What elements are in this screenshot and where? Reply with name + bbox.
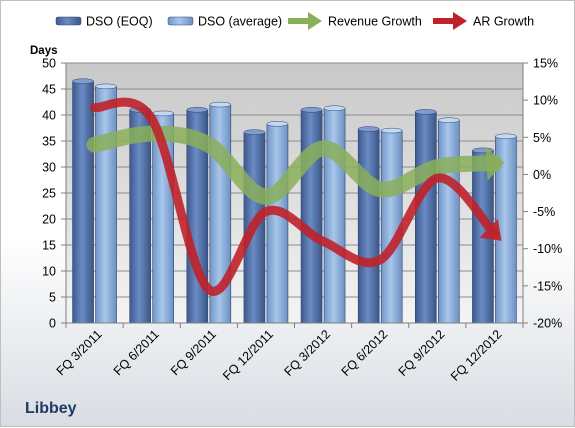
left-tick-label: 5 <box>49 291 56 305</box>
bar-top <box>495 133 517 140</box>
right-tick-label: 15% <box>533 57 558 71</box>
bar-top <box>438 117 460 123</box>
company-name: Libbey <box>25 400 77 417</box>
right-tick-label: -20% <box>533 317 562 331</box>
x-tick-label: FQ 9/2011 <box>168 327 219 378</box>
legend-label: AR Growth <box>473 15 534 29</box>
legend-label: Revenue Growth <box>328 15 422 29</box>
legend-arrow-icon <box>308 12 322 30</box>
bar-dso-eoq <box>357 128 380 324</box>
right-tick-label: 0% <box>533 168 551 182</box>
left-tick-label: 45 <box>42 83 56 97</box>
right-tick-label: -15% <box>533 279 562 293</box>
bar-top <box>186 107 209 113</box>
legend-swatch <box>55 16 82 26</box>
left-tick-label: 50 <box>42 57 56 71</box>
bar-top <box>209 101 232 108</box>
bar-top <box>152 110 174 117</box>
x-tick-label: FQ 6/2012 <box>339 327 391 379</box>
x-tick-label: FQ 12/2012 <box>448 327 505 384</box>
right-tick-label: 5% <box>533 131 551 145</box>
left-tick-label: 40 <box>42 109 56 123</box>
ar-growth-arrowhead <box>479 218 502 241</box>
ar-growth-line <box>90 97 499 296</box>
bar-dso-average <box>266 123 289 324</box>
legend-arrow-icon <box>453 12 467 30</box>
legend: DSO (EOQ) DSO (average) Revenue Growth AR G… <box>55 12 534 30</box>
bar-top <box>323 105 346 111</box>
revenue-growth-line <box>86 125 503 205</box>
left-tick-label: 10 <box>42 265 56 279</box>
bar-top <box>266 121 289 127</box>
x-tick-label: FQ 3/2012 <box>282 327 334 379</box>
bar-top <box>380 127 403 134</box>
y-axis-title: Days <box>30 45 58 57</box>
x-tick-label: FQ 9/2012 <box>396 327 448 379</box>
left-tick-label: 25 <box>42 187 56 201</box>
left-tick-label: 35 <box>42 135 56 149</box>
x-tick-label: FQ 3/2011 <box>54 327 105 378</box>
bar-top <box>300 107 323 113</box>
bar-dso-eoq <box>415 111 437 324</box>
bar-top <box>415 109 437 115</box>
x-tick-label: FQ 12/2011 <box>220 327 276 383</box>
left-tick-label: 30 <box>42 161 56 175</box>
right-tick-label: -10% <box>533 242 562 256</box>
bar-dso-average <box>95 86 117 324</box>
right-tick-label: 10% <box>533 94 558 108</box>
bar-top <box>72 78 94 84</box>
bar-dso-average <box>323 107 346 324</box>
revenue-growth-arrowhead <box>485 146 505 181</box>
growth-lines <box>86 97 505 296</box>
bar-top <box>357 126 380 132</box>
bar-top <box>243 129 266 135</box>
bar-top <box>95 83 117 90</box>
left-tick-label: 0 <box>49 317 56 331</box>
left-tick-label: 15 <box>42 239 56 253</box>
x-tick-label: FQ 6/2011 <box>111 327 162 378</box>
bar-dso-eoq <box>72 80 94 324</box>
right-tick-label: -5% <box>533 205 555 219</box>
legend-swatch <box>167 16 194 26</box>
legend-label: DSO (average) <box>198 15 282 29</box>
left-tick-label: 20 <box>42 213 56 227</box>
bar-dso-average <box>438 119 460 324</box>
legend-label: DSO (EOQ) <box>86 15 153 29</box>
